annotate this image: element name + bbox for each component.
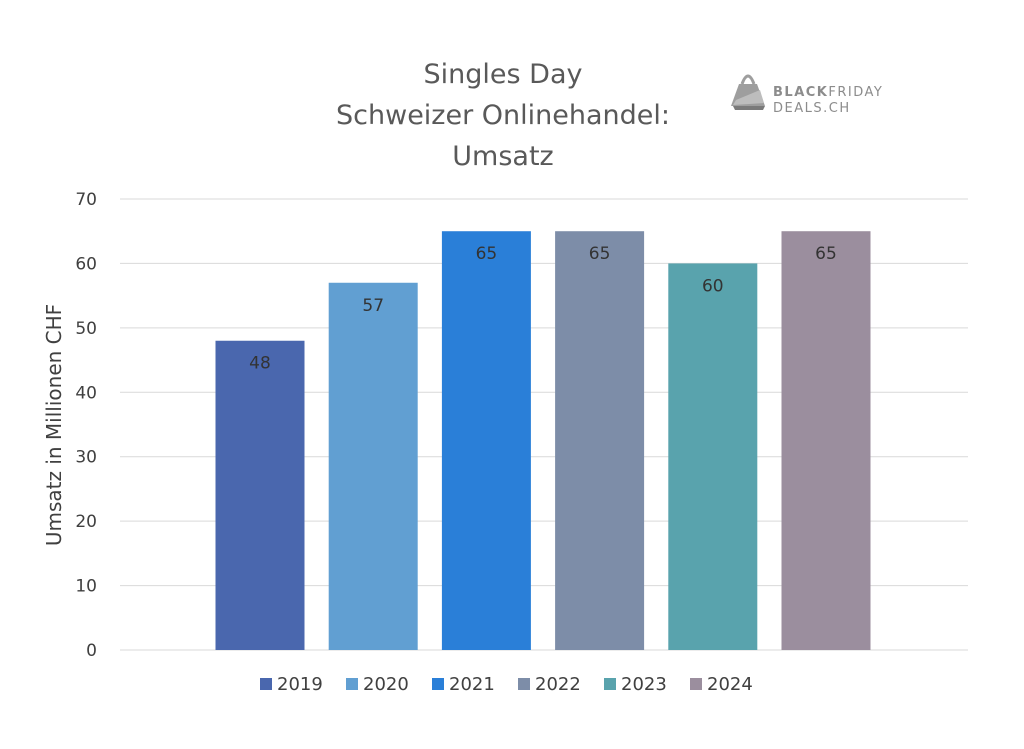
legend-label-2024: 2024 <box>707 674 753 695</box>
legend-swatch-2021 <box>432 678 444 690</box>
legend-label-2020: 2020 <box>363 674 409 695</box>
bar-2024 <box>781 231 871 650</box>
legend: 2019 2020 2021 2022 2023 2024 <box>260 674 753 695</box>
bars <box>215 231 871 650</box>
data-labels: 48 57 65 65 60 65 <box>249 244 837 374</box>
legend-label-2022: 2022 <box>535 674 581 695</box>
data-label-2020: 57 <box>362 296 384 316</box>
y-tick-label: 20 <box>75 512 97 532</box>
chart-title-line-1: Singles Day <box>424 59 583 90</box>
logo-text-black: BLACK <box>773 85 828 100</box>
y-axis-ticks: 0 10 20 30 40 50 60 70 <box>75 190 97 661</box>
bar-2020 <box>328 282 418 650</box>
legend-swatch-2022 <box>518 678 530 690</box>
bar-2023 <box>668 263 758 650</box>
legend-swatch-2019 <box>260 678 272 690</box>
legend-swatch-2024 <box>690 678 702 690</box>
y-tick-label: 70 <box>75 190 97 210</box>
logo-text-deals: DEALS.CH <box>773 101 851 116</box>
legend-swatch-2020 <box>346 678 358 690</box>
bar-2022 <box>555 231 645 650</box>
bar-2021 <box>441 231 531 650</box>
data-label-2022: 65 <box>589 244 611 264</box>
legend-swatch-2023 <box>604 678 616 690</box>
logo-text-friday: FRIDAY <box>828 85 883 100</box>
legend-label-2021: 2021 <box>449 674 495 695</box>
y-tick-label: 0 <box>86 641 97 661</box>
y-tick-label: 60 <box>75 254 97 274</box>
data-label-2019: 48 <box>249 354 271 374</box>
blackfriday-deals-logo: BLACKFRIDAY DEALS.CH <box>731 74 883 116</box>
y-axis-title: Umsatz in Millionen CHF <box>42 304 66 546</box>
legend-label-2023: 2023 <box>621 674 667 695</box>
y-tick-label: 30 <box>75 448 97 468</box>
chart-title: Singles Day Schweizer Onlinehandel: Umsa… <box>336 59 670 172</box>
bar-2019 <box>215 340 305 650</box>
legend-label-2019: 2019 <box>277 674 323 695</box>
y-tick-label: 10 <box>75 577 97 597</box>
data-label-2023: 60 <box>702 276 724 296</box>
chart-title-line-3: Umsatz <box>452 141 553 172</box>
data-label-2024: 65 <box>815 244 837 264</box>
shopping-bag-icon <box>731 74 765 110</box>
data-label-2021: 65 <box>476 244 498 264</box>
svg-text:BLACKFRIDAY: BLACKFRIDAY <box>773 85 883 100</box>
y-tick-label: 50 <box>75 319 97 339</box>
y-tick-label: 40 <box>75 383 97 403</box>
chart-title-line-2: Schweizer Onlinehandel: <box>336 100 670 131</box>
